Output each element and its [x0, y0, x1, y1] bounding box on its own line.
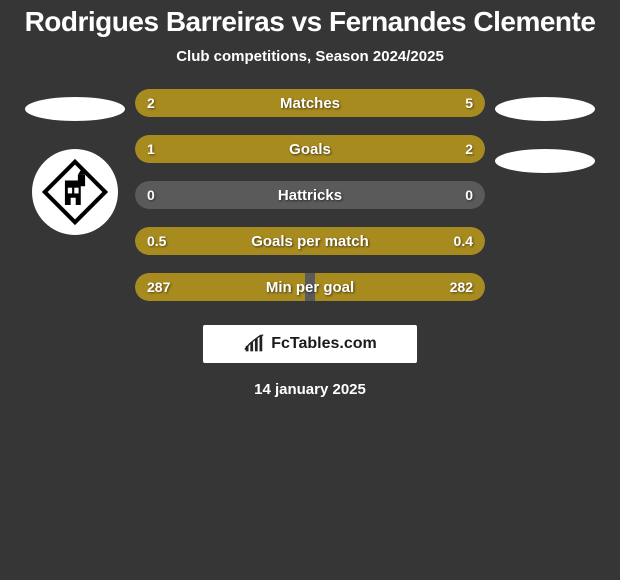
bar-chart-icon [243, 333, 265, 355]
subtitle: Club competitions, Season 2024/2025 [176, 48, 444, 65]
body-row: 25Matches 12Goals 00Hattricks 0.50.4Goals p… [0, 89, 620, 301]
left-club-badge [32, 149, 118, 235]
bar-label: Hattricks [135, 181, 485, 209]
bar-label: Matches [135, 89, 485, 117]
bar-label: Goals per match [135, 227, 485, 255]
brand-badge: FcTables.com [203, 325, 417, 363]
stat-bar: 25Matches [135, 89, 485, 117]
stat-bar: 0.50.4Goals per match [135, 227, 485, 255]
date-text: 14 january 2025 [254, 381, 366, 398]
stat-bars: 25Matches 12Goals 00Hattricks 0.50.4Goals p… [135, 89, 485, 301]
left-side [15, 89, 135, 235]
stat-bar: 287282Min per goal [135, 273, 485, 301]
comparison-card: Rodrigues Barreiras vs Fernandes Clement… [0, 0, 620, 580]
page-title: Rodrigues Barreiras vs Fernandes Clement… [17, 0, 604, 40]
right-club-badge-placeholder [495, 149, 595, 173]
left-player-avatar-placeholder [25, 97, 125, 121]
stat-bar: 00Hattricks [135, 181, 485, 209]
right-side [485, 89, 605, 201]
brand-text: FcTables.com [271, 335, 377, 353]
bar-label: Goals [135, 135, 485, 163]
academica-badge-icon [39, 156, 111, 228]
right-player-avatar-placeholder [495, 97, 595, 121]
bar-label: Min per goal [135, 273, 485, 301]
stat-bar: 12Goals [135, 135, 485, 163]
